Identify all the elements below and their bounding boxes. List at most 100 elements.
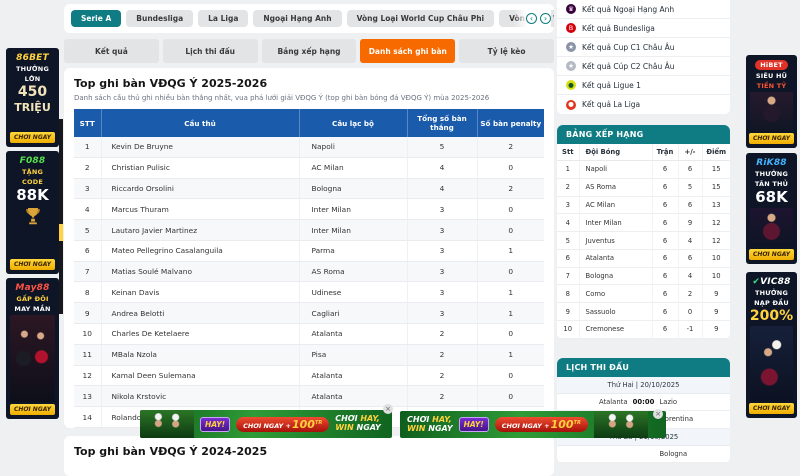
ad-banner-rik88[interactable]: RiK88 THƯỞNG TÂN THỦ 68K CHƠI NGAY: [746, 153, 797, 264]
bundesliga-icon: B: [566, 23, 576, 33]
section-tab[interactable]: Bảng xếp hạng: [261, 39, 357, 63]
casino-dealers-photo: [9, 315, 56, 402]
col-total-goals: Tổng số bàn thắng: [407, 109, 478, 137]
laliga-icon: ●: [566, 99, 576, 110]
premier-league-icon: ♛: [566, 4, 576, 14]
league-tab[interactable]: Vòng Loại World Cup Châu Phi: [346, 10, 495, 27]
ad-tagline: THƯỞNG: [755, 289, 788, 297]
bottom-ad-banner-left[interactable]: HAY! CHƠI NGAY +100 TR CHƠI HAY, WIN NGAY: [140, 410, 392, 438]
section-tab[interactable]: Danh sách ghi bàn: [360, 39, 456, 63]
fixture-row[interactable]: Atalanta 00:00 Lazio: [557, 394, 730, 412]
play-now-button[interactable]: CHƠI NGAY: [748, 133, 795, 144]
standings-row: 7 Bologna 6 4 10: [557, 267, 730, 286]
away-team: Bologna: [659, 449, 688, 458]
standings-row: 10 Cremonese 6 -1 9: [557, 320, 730, 339]
result-link[interactable]: ★ Kết quả Cup C1 Châu Âu: [557, 38, 730, 57]
result-link-label: Kết quả Ngoại Hạng Anh: [582, 4, 675, 14]
play-now-button[interactable]: CHƠI NGAY: [9, 259, 56, 270]
result-link[interactable]: ● Kết quả La Liga: [557, 95, 730, 114]
scorer-row: 8 Keinan Davis Udinese 3 1: [74, 281, 544, 304]
table-header-row: Stt Đội Bóng Trận +/- Điểm: [557, 144, 730, 161]
away-team: Lazio: [659, 398, 678, 406]
standings-row: 4 Inter Milan 6 9 12: [557, 213, 730, 233]
play-now-button[interactable]: CHƠI NGAY: [748, 249, 795, 260]
standings-row: 2 AS Roma 6 5 15: [557, 178, 730, 197]
captain-girls-photo: [593, 411, 648, 438]
ad-amount: 68K: [755, 188, 788, 207]
scorer-row: 6 Mateo Pellegrino Casalanguila Parma 3 …: [74, 240, 544, 262]
play-now-bonus-button[interactable]: CHƠI NGAY +100 TR: [236, 416, 330, 432]
table-header-row: STT Cầu thủ Câu lạc bộ Tổng số bàn thắng…: [74, 109, 544, 137]
ad-tagline: TẶNG: [21, 168, 44, 176]
col-played: Trận: [652, 144, 679, 161]
close-ad-button[interactable]: ×: [653, 409, 663, 419]
league-tab[interactable]: Bundesliga: [126, 10, 194, 27]
kickoff-time: 00:00: [632, 398, 655, 406]
league-tab[interactable]: La Liga: [198, 10, 249, 27]
league-tab[interactable]: Ngoại Hạng Anh: [253, 10, 342, 27]
play-now-button[interactable]: CHƠI NGAY: [748, 403, 795, 414]
result-link[interactable]: B Kết quả Bundesliga: [557, 19, 730, 38]
section-tab[interactable]: Lịch thi đấu: [162, 39, 258, 63]
result-link[interactable]: ♛ Kết quả Ngoại Hạng Anh: [557, 0, 730, 19]
captain-girls-photo: [140, 410, 194, 438]
ad-tagline: SIÊU HŨ: [755, 72, 788, 80]
86bet-logo: 86BET: [16, 53, 49, 63]
standings-table: Stt Đội Bóng Trận +/- Điểm 1 Napoli 6 6 …: [557, 144, 730, 339]
section-tab[interactable]: Kết quả: [64, 39, 159, 63]
ad-banner-vic88[interactable]: ✔VIC88 THƯỞNG NẠP ĐẦU 200% CHƠI NGAY: [746, 272, 797, 418]
standings-header: BẢNG XẾP HẠNG: [557, 125, 730, 144]
hay-badge-logo: HAY!: [200, 416, 231, 432]
ad-tagline: NẠP ĐẦU: [754, 299, 789, 308]
play-now-bonus-button[interactable]: CHƠI NGAY +100 TR: [494, 417, 588, 432]
section-tab[interactable]: Tỷ lệ kèo: [459, 39, 554, 63]
scorer-row: 1 Kevin De Bruyne Napoli 5 2: [74, 137, 544, 158]
left-edge-ad-sliver: [59, 119, 63, 314]
scorer-row: 2 Christian Pulisic AC Milan 4 0: [74, 157, 544, 179]
ad-banner-f088[interactable]: F088 TẶNG CODE 88K CHƠI NGAY: [6, 151, 59, 274]
check-icon: ✔: [752, 277, 761, 287]
col-stt: STT: [74, 109, 102, 137]
col-stt: Stt: [557, 144, 580, 161]
scorer-row: 9 Andrea Belotti Cagliari 3 1: [74, 302, 544, 325]
section-tab-bar: Kết quả Lịch thi đấu Bảng xếp hạng Danh …: [64, 39, 554, 63]
hay-badge-logo: HAY!: [458, 417, 489, 432]
tab-scroll-controls: ‹ ›: [514, 4, 551, 33]
bottom-ad-banner-right[interactable]: CHƠI HAY, WIN NGAY HAY! CHƠI NGAY +100 TR: [400, 411, 666, 438]
result-link-label: Kết quả Bundesliga: [582, 23, 655, 33]
ad-tagline: THƯỞNG: [755, 170, 788, 178]
model-photo: [749, 208, 794, 247]
ad-slogan: CHƠI HAY, WIN NGAY: [407, 414, 453, 433]
trophy-icon: [25, 208, 40, 225]
play-now-button[interactable]: CHƠI NGAY: [9, 404, 56, 415]
result-link[interactable]: ★ Kết quả Cúp C2 Châu Âu: [557, 57, 730, 76]
ad-amount-unit: TRIỆU: [14, 100, 51, 114]
standings-row: 1 Napoli 6 6 15: [557, 160, 730, 179]
league-tab[interactable]: Serie A: [71, 10, 122, 27]
ad-tagline: LỚN: [24, 75, 41, 84]
left-ad-rail: 86BET THƯỞNG LỚN 450 TRIỆU CHƠI NGAY F08…: [6, 48, 59, 419]
play-now-button[interactable]: CHƠI NGAY: [9, 132, 56, 143]
tabs-next-button[interactable]: ›: [540, 13, 551, 24]
page-title: Top ghi bàn VĐQG Ý 2025-2026: [74, 77, 268, 90]
hibet-logo: HiBET: [755, 60, 788, 70]
top-scorers-card: Top ghi bàn VĐQG Ý 2025-2026 Danh sách c…: [64, 68, 554, 428]
result-link[interactable]: ● Kết quả Ligue 1: [557, 76, 730, 95]
scorer-row: 12 Kamal Deen Sulemana Atalanta 2 0: [74, 365, 544, 387]
fixture-row[interactable]: Bologna: [557, 446, 730, 463]
main-content: Serie A Bundesliga La Liga Ngoại Hạng An…: [64, 4, 554, 476]
close-ad-button[interactable]: ×: [383, 404, 393, 414]
tabs-prev-button[interactable]: ‹: [526, 13, 537, 24]
result-link-label: Kết quả La Liga: [582, 100, 641, 109]
rik88-logo: RiK88: [756, 158, 787, 168]
ad-tagline: THƯỞNG: [16, 65, 49, 73]
model-photo: [749, 92, 794, 131]
col-player: Cầu thủ: [101, 109, 300, 137]
ad-banner-may88[interactable]: May88 GẤP ĐÔI MAY MẮN CHƠI NGAY: [6, 278, 59, 419]
result-link-label: Kết quả Cup C1 Châu Âu: [582, 42, 675, 52]
ligue1-icon: ●: [566, 80, 576, 90]
ad-banner-86bet[interactable]: 86BET THƯỞNG LỚN 450 TRIỆU CHƠI NGAY: [6, 48, 59, 147]
scorer-row: 4 Marcus Thuram Inter Milan 3 0: [74, 198, 544, 221]
ad-banner-hibet[interactable]: HiBET SIÊU HŨ TIỀN TỶ CHƠI NGAY: [746, 55, 797, 148]
left-edge-ad-sliver-accent: [59, 224, 63, 241]
